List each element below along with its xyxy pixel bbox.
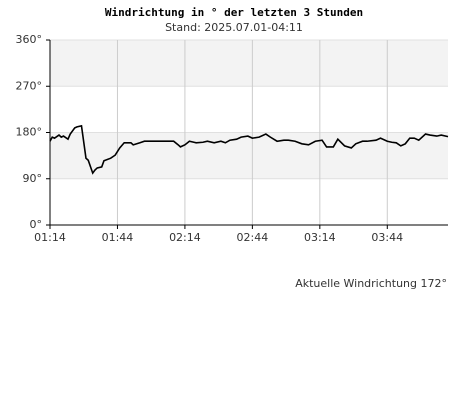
- annotation: Aktuelle Windrichtung 172°: [295, 277, 447, 290]
- line: [49, 124, 449, 175]
- chart-title: Windrichtung in ° der letzten 3 Stunden: [105, 6, 363, 19]
- y-tick-label: 180°: [16, 126, 43, 139]
- chart-subtitle: Stand: 2025.07.01-04:11: [165, 21, 303, 34]
- y-tick-label: 270°: [16, 79, 43, 92]
- x-tick-label: 02:44: [237, 231, 269, 244]
- y-tick-label: 360°: [16, 33, 43, 46]
- x-tick-label: 03:14: [304, 231, 336, 244]
- y-tick-label: 90°: [23, 172, 43, 185]
- x-tick-label: 01:14: [34, 231, 66, 244]
- x-tick-label: 03:44: [371, 231, 403, 244]
- y-tick-label: 0°: [30, 218, 43, 231]
- band: [50, 40, 448, 87]
- x-tick-label: 02:14: [169, 231, 201, 244]
- x-tick-label: 01:44: [102, 231, 134, 244]
- band: [50, 132, 448, 179]
